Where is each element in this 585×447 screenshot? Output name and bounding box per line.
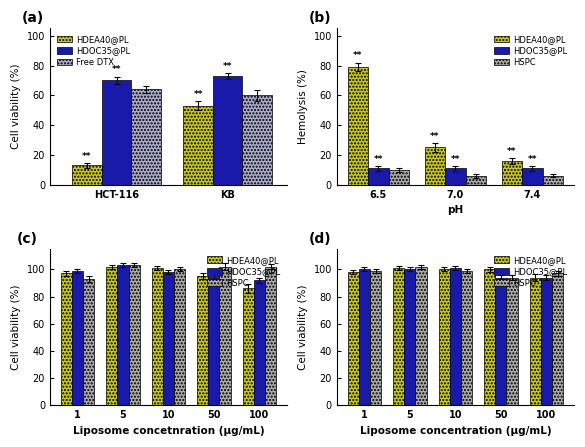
Text: **: ** xyxy=(507,147,517,156)
Bar xyxy=(445,169,466,185)
Bar xyxy=(102,80,132,185)
Bar xyxy=(174,270,185,405)
Bar xyxy=(404,270,415,405)
Bar xyxy=(495,278,507,405)
Text: **: ** xyxy=(223,62,232,71)
Bar xyxy=(72,165,102,185)
Bar xyxy=(106,267,118,405)
Text: **: ** xyxy=(450,155,460,164)
Bar xyxy=(501,161,522,185)
Bar xyxy=(393,268,404,405)
Bar xyxy=(450,268,461,405)
X-axis label: pH: pH xyxy=(448,205,463,215)
Y-axis label: Cell viability (%): Cell viability (%) xyxy=(298,284,308,370)
Text: **: ** xyxy=(528,155,537,164)
Text: **: ** xyxy=(193,90,203,99)
Bar xyxy=(466,176,486,185)
X-axis label: Liposome concentration (μg/mL): Liposome concentration (μg/mL) xyxy=(360,426,551,436)
Bar xyxy=(484,270,495,405)
Bar xyxy=(208,276,219,405)
Y-axis label: Cell viability (%): Cell viability (%) xyxy=(11,64,21,149)
Bar xyxy=(507,278,518,405)
Text: **: ** xyxy=(112,65,121,75)
Bar xyxy=(439,270,450,405)
Bar xyxy=(132,89,161,185)
Bar xyxy=(61,274,72,405)
Text: **: ** xyxy=(82,152,92,161)
Bar xyxy=(415,267,426,405)
Bar xyxy=(219,267,230,405)
Bar xyxy=(213,76,243,185)
Bar xyxy=(183,106,213,185)
Bar xyxy=(243,288,254,405)
Bar xyxy=(347,272,359,405)
Legend: HDEA40@PL, HDOC35@PL, Free DTX: HDEA40@PL, HDOC35@PL, Free DTX xyxy=(54,32,132,69)
Bar xyxy=(425,148,445,185)
Bar xyxy=(129,265,140,405)
Bar xyxy=(388,170,409,185)
Bar xyxy=(541,278,552,405)
X-axis label: Liposome concetnration (μg/mL): Liposome concetnration (μg/mL) xyxy=(73,426,264,436)
Bar xyxy=(359,270,370,405)
Bar xyxy=(370,271,381,405)
Bar xyxy=(72,271,83,405)
Bar xyxy=(163,272,174,405)
Y-axis label: Hemolysis (%): Hemolysis (%) xyxy=(298,69,308,144)
Text: (d): (d) xyxy=(308,232,331,246)
Bar xyxy=(461,271,472,405)
Bar xyxy=(265,267,276,405)
Bar xyxy=(522,169,543,185)
Text: (b): (b) xyxy=(308,11,331,25)
Bar xyxy=(197,276,208,405)
Bar xyxy=(543,176,563,185)
Legend: HDEA40@PL, HDOC35@PL, HSPC: HDEA40@PL, HDOC35@PL, HSPC xyxy=(491,32,570,69)
Text: **: ** xyxy=(353,51,363,60)
Text: (c): (c) xyxy=(17,232,37,246)
Text: (a): (a) xyxy=(22,11,44,25)
Bar xyxy=(347,67,368,185)
Bar xyxy=(152,268,163,405)
Text: **: ** xyxy=(430,132,439,141)
Y-axis label: Cell viability (%): Cell viability (%) xyxy=(11,284,21,370)
Bar xyxy=(118,265,129,405)
Legend: HDEA40@PL, HDOC35@PL, HSPC: HDEA40@PL, HDOC35@PL, HSPC xyxy=(491,253,570,290)
Bar xyxy=(243,95,272,185)
Bar xyxy=(83,279,94,405)
Legend: HDEA40@PL, HDOC35@PL, HSPC: HDEA40@PL, HDOC35@PL, HSPC xyxy=(205,253,283,290)
Bar xyxy=(254,280,265,405)
Text: **: ** xyxy=(374,155,383,164)
Bar xyxy=(368,169,388,185)
Bar xyxy=(552,274,563,405)
Bar xyxy=(529,278,541,405)
